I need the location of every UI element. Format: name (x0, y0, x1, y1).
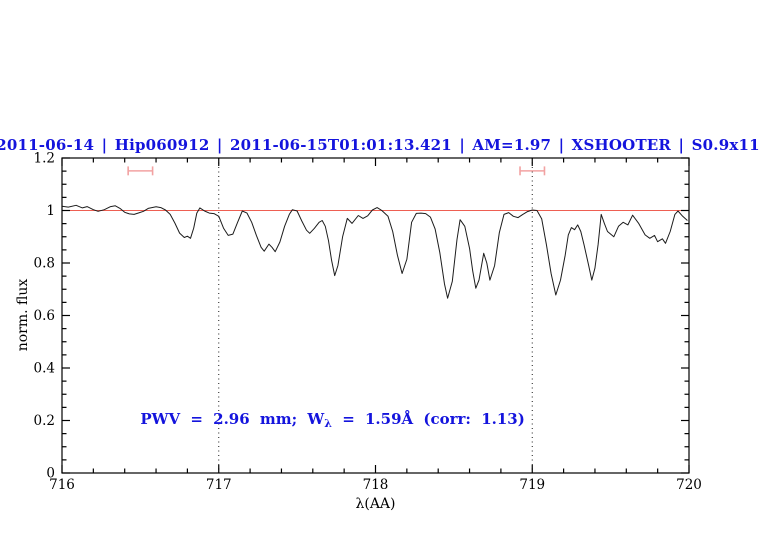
x-tick-label: 719 (519, 477, 545, 493)
x-tick-label: 717 (206, 477, 232, 493)
x-tick-label: 716 (49, 477, 75, 493)
y-axis-label: norm. flux (15, 279, 31, 352)
y-tick-label: 0.4 (34, 361, 55, 377)
y-tick-label: 1.2 (34, 151, 55, 167)
spectrum-curve (61, 204, 688, 299)
pwv-annotation-suffix: = 1.59Å (corr: 1.13) (332, 410, 525, 428)
x-axis-label: λ(AA) (355, 496, 395, 512)
pwv-annotation: PWV = 2.96 mm; Wλ = 1.59Å (corr: 1.13) (140, 410, 524, 430)
pwv-annotation-subscript: λ (324, 417, 332, 430)
y-tick-label: 0.8 (34, 256, 55, 272)
plot-title: 2011-06-14 | Hip060912 | 2011-06-15T01:0… (0, 136, 760, 154)
telluric-range-markers (127, 166, 546, 176)
y-tick-label: 0 (46, 466, 55, 482)
dotted-vlines (218, 158, 533, 473)
axis-ticks (61, 157, 690, 474)
y-tick-label: 0.2 (34, 413, 55, 429)
axis-tick-labels: 716 717 718 719 720 0 0.2 0.4 0.6 0.8 1 1.2 (34, 151, 702, 494)
x-tick-label: 718 (363, 477, 389, 493)
y-tick-label: 0.6 (34, 308, 55, 324)
x-tick-label: 720 (676, 477, 702, 493)
pwv-annotation-prefix: PWV = 2.96 mm; W (140, 410, 325, 428)
y-tick-label: 1 (46, 203, 55, 219)
